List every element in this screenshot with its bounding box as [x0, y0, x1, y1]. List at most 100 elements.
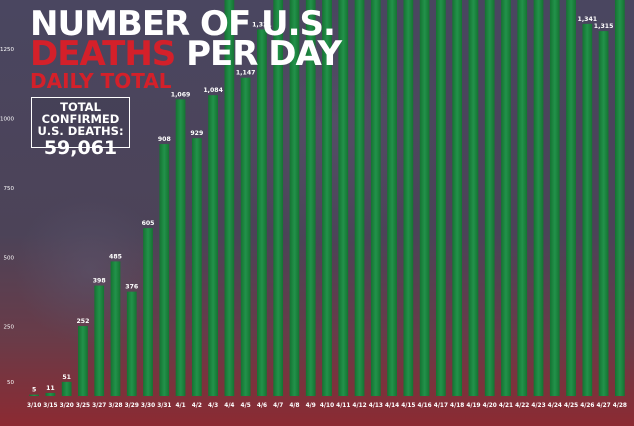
bar: [403, 0, 414, 396]
bar: [29, 394, 40, 396]
bar: [566, 0, 576, 396]
data-label: 605: [142, 220, 155, 227]
x-tick-label: 4/15: [401, 403, 415, 409]
data-label: 5: [32, 387, 36, 394]
value-labels: 511512523984853766059081,0699291,0841,49…: [32, 16, 614, 394]
y-tick-label: 1000: [0, 117, 14, 123]
x-tick-label: 4/3: [208, 403, 218, 409]
data-label: 1,147: [236, 70, 256, 77]
y-axis: 502505007501000125015001750200022502500: [0, 47, 15, 386]
data-label: 51: [62, 374, 71, 381]
bar: [549, 0, 560, 396]
data-label: 908: [158, 136, 171, 143]
x-tick-label: 4/18: [450, 403, 464, 409]
data-label: 398: [93, 278, 106, 285]
x-tick-label: 4/14: [385, 403, 399, 409]
x-tick-label: 4/27: [596, 403, 610, 409]
bar: [484, 0, 495, 397]
y-tick-label: 750: [4, 186, 15, 192]
virus-shape-decoration-small: [15, 195, 165, 345]
bar: [257, 29, 267, 397]
x-tick-label: 4/4: [224, 403, 234, 409]
bar: [452, 0, 463, 397]
x-tick-label: 4/13: [369, 403, 383, 409]
x-tick-label: 4/2: [192, 403, 202, 409]
subtitle: DAILY TOTAL: [30, 69, 172, 93]
x-tick-label: 4/23: [531, 403, 545, 409]
x-tick-label: 4/10: [320, 403, 334, 409]
bar: [126, 291, 137, 396]
data-label: 1,321: [252, 21, 272, 28]
bar: [240, 77, 251, 397]
bars: [29, 0, 625, 397]
bar: [468, 0, 479, 396]
data-label: 11: [46, 385, 55, 392]
x-tick-label: 4/28: [613, 403, 627, 409]
x-tick-label: 4/11: [336, 403, 350, 409]
data-label: 1,315: [594, 23, 614, 30]
x-tick-label: 3/29: [125, 403, 139, 409]
x-tick-label: 3/28: [108, 403, 122, 409]
bar: [94, 285, 105, 396]
y-tick-label: 500: [4, 255, 15, 261]
data-label: 1,341: [578, 16, 598, 23]
bar: [159, 144, 170, 396]
bar: [370, 0, 381, 397]
bar: [501, 0, 511, 396]
x-tick-label: 4/6: [257, 403, 267, 409]
bar: [78, 326, 88, 396]
x-tick-label: 3/31: [157, 403, 171, 409]
bar: [191, 138, 202, 396]
bar: [614, 0, 625, 397]
title-line-2: DEATHS PER DAY: [30, 34, 342, 74]
bar: [143, 228, 153, 396]
bar: [387, 0, 397, 396]
x-tick-label: 4/20: [483, 403, 497, 409]
y-tick-label: 250: [4, 325, 15, 331]
data-label: 1,069: [171, 91, 191, 98]
x-tick-label: 3/25: [76, 403, 90, 409]
bar: [110, 261, 121, 396]
title-line-1: NUMBER OF U.S.: [30, 4, 336, 44]
x-tick-label: 3/10: [27, 403, 41, 409]
x-tick-label: 4/17: [434, 403, 448, 409]
bar: [582, 23, 593, 397]
bar: [224, 0, 235, 397]
x-tick-label: 4/19: [466, 403, 480, 409]
x-tick-label: 4/24: [548, 403, 562, 409]
bar: [419, 0, 430, 396]
x-tick-label: 4/25: [564, 403, 578, 409]
bar: [45, 392, 56, 396]
total-deaths-value: 59,061: [43, 137, 118, 159]
y-tick-label: 1250: [0, 47, 14, 53]
y-tick-label: 50: [7, 380, 14, 386]
bar: [517, 0, 528, 396]
bar: [354, 0, 365, 397]
x-tick-label: 4/7: [273, 403, 283, 409]
data-label: 1,084: [203, 87, 223, 94]
x-tick-label: 4/12: [352, 403, 366, 409]
bar: [338, 0, 349, 396]
total-deaths-label: TOTAL CONFIRMED U.S. DEATHS:: [37, 100, 124, 138]
bar: [208, 95, 218, 396]
x-tick-label: 4/8: [289, 403, 299, 409]
bar: [175, 99, 186, 396]
bar: [436, 0, 446, 396]
data-label: 929: [190, 130, 203, 137]
title-per-day: PER DAY: [186, 34, 342, 74]
bar: [598, 31, 609, 397]
total-deaths-box: TOTAL CONFIRMED U.S. DEATHS: 59,061: [31, 97, 130, 158]
x-tick-label: 4/16: [418, 403, 432, 409]
data-label: 485: [109, 253, 122, 260]
x-tick-label: 4/1: [175, 403, 185, 409]
x-tick-label: 3/27: [92, 403, 106, 409]
data-label: 252: [76, 318, 89, 325]
x-tick-label: 4/9: [306, 403, 316, 409]
x-axis: 3/10 3/15 3/20 3/25 3/27 3/28 3/29 3/30 3/31 4/1 4…: [27, 403, 627, 409]
bar: [305, 0, 316, 396]
bar: [533, 0, 544, 396]
bar: [289, 0, 300, 397]
data-label: 376: [125, 284, 138, 291]
